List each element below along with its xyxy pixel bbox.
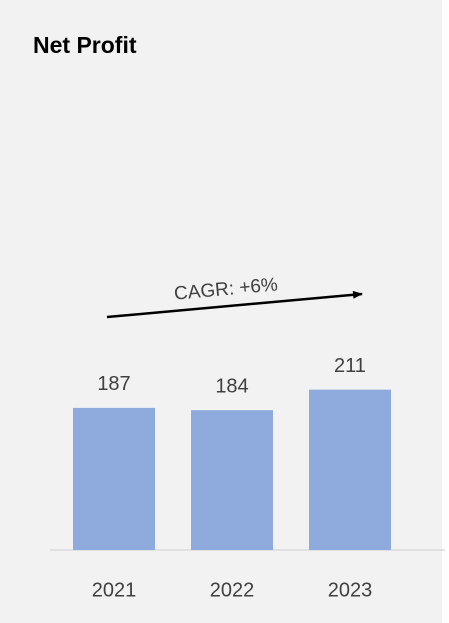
bar — [191, 410, 273, 550]
data-label: 187 — [97, 373, 130, 395]
x-tick-label: 2023 — [328, 579, 373, 601]
data-label: 184 — [215, 375, 248, 397]
bar — [73, 407, 155, 550]
x-tick-label: 2021 — [92, 579, 137, 601]
bar — [309, 389, 391, 550]
trend-arrow — [106, 290, 363, 319]
chart-title: Net Profit — [33, 32, 137, 58]
x-tick-label: 2022 — [210, 579, 255, 601]
data-label: 211 — [334, 355, 366, 377]
